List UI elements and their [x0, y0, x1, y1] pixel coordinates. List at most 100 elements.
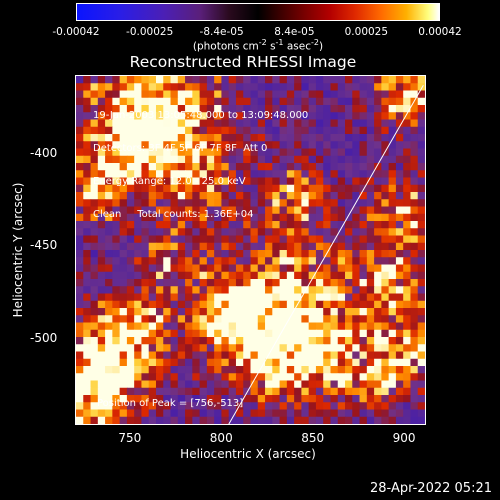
heatmap-cell	[243, 90, 252, 99]
heatmap-cell	[192, 337, 201, 345]
heatmap-cell	[185, 329, 193, 338]
heatmap-cell	[294, 148, 302, 157]
heatmap-cell	[192, 177, 201, 186]
heatmap-cell	[83, 141, 92, 150]
heatmap-cell	[90, 366, 99, 374]
heatmap-cell	[395, 250, 404, 258]
heatmap-cell	[410, 90, 419, 99]
heatmap-cell	[359, 83, 368, 92]
heatmap-cell	[185, 279, 193, 287]
heatmap-cell	[366, 315, 375, 324]
heatmap-cell	[214, 293, 223, 302]
heatmap-cell	[315, 286, 324, 295]
heatmap-cell	[388, 402, 397, 411]
heatmap-cell	[155, 402, 164, 411]
heatmap-cell	[286, 373, 295, 382]
heatmap-cell	[330, 271, 339, 280]
heatmap-cell	[206, 308, 215, 316]
heatmap-cell	[315, 184, 324, 193]
heatmap-cell	[97, 409, 106, 418]
heatmap-cell	[315, 337, 324, 345]
heatmap-cell	[119, 148, 128, 157]
heatmap-cell	[214, 119, 223, 128]
heatmap-cell	[330, 228, 339, 237]
heatmap-cell	[199, 112, 208, 121]
heatmap-cell	[265, 300, 273, 309]
heatmap-cell	[141, 250, 150, 258]
heatmap-cell	[155, 134, 164, 142]
heatmap-cell	[243, 177, 252, 186]
heatmap-cell	[76, 90, 84, 99]
heatmap-cell	[126, 351, 135, 360]
heatmap-cell	[265, 228, 273, 237]
heatmap-cell	[206, 177, 215, 186]
heatmap-cell	[170, 235, 179, 244]
heatmap-cell	[345, 76, 353, 84]
heatmap-cell	[97, 358, 106, 367]
heatmap-cell	[366, 322, 375, 331]
heatmap-cell	[134, 112, 143, 121]
heatmap-cell	[359, 119, 368, 128]
heatmap-cell	[76, 409, 84, 418]
heatmap-cell	[279, 134, 288, 142]
heatmap-cell	[272, 221, 281, 229]
heatmap-cell	[83, 387, 92, 396]
heatmap-cell	[272, 366, 281, 374]
heatmap-cell	[155, 90, 164, 99]
heatmap-cell	[374, 242, 382, 251]
heatmap-cell	[352, 344, 361, 353]
heatmap-cell	[337, 119, 346, 128]
heatmap-cell	[272, 271, 281, 280]
heatmap-cell	[294, 293, 302, 302]
heatmap-cell	[323, 409, 332, 418]
heatmap-cell	[243, 97, 252, 106]
heatmap-cell	[90, 279, 99, 287]
heatmap-cell	[330, 112, 339, 121]
heatmap-cell	[374, 213, 382, 222]
heatmap-cell	[366, 97, 375, 106]
heatmap-cell	[243, 373, 252, 382]
heatmap-cell	[155, 308, 164, 316]
heatmap-cell	[90, 126, 99, 135]
heatmap-cell	[83, 257, 92, 266]
heatmap-cell	[83, 315, 92, 324]
heatmap-cell	[119, 300, 128, 309]
heatmap-cell	[83, 83, 92, 92]
heatmap-cell	[301, 329, 310, 338]
heatmap-cell	[163, 199, 172, 208]
heatmap-cell	[199, 126, 208, 135]
heatmap-cell	[272, 76, 281, 84]
heatmap-cell	[337, 366, 346, 374]
heatmap-cell	[192, 206, 201, 215]
heatmap-cell	[315, 141, 324, 150]
heatmap-cell	[76, 380, 84, 389]
heatmap-cell	[417, 76, 425, 84]
heatmap-cell	[185, 271, 193, 280]
heatmap-cell	[221, 358, 230, 367]
heatmap-cell	[177, 358, 186, 367]
heatmap-cell	[83, 213, 92, 222]
heatmap-cell	[177, 126, 186, 135]
heatmap-cell	[134, 380, 143, 389]
heatmap-cell	[250, 293, 259, 302]
heatmap-cell	[83, 380, 92, 389]
heatmap-cell	[374, 257, 382, 266]
heatmap-cell	[199, 213, 208, 222]
heatmap-cell	[192, 141, 201, 150]
heatmap-cell	[199, 250, 208, 258]
heatmap-cell	[337, 192, 346, 200]
heatmap-cell	[243, 192, 252, 200]
heatmap-cell	[206, 402, 215, 411]
heatmap-cell	[221, 387, 230, 396]
heatmap-cell	[308, 416, 317, 424]
heatmap-cell	[352, 264, 361, 273]
heatmap-cell	[155, 416, 164, 424]
heatmap-cell	[381, 337, 390, 345]
heatmap-cell	[417, 358, 425, 367]
heatmap-cell	[345, 177, 353, 186]
heatmap-cell	[163, 308, 172, 316]
heatmap-cell	[395, 373, 404, 382]
heatmap-cell	[185, 380, 193, 389]
heatmap-cell	[345, 402, 353, 411]
heatmap-cell	[185, 184, 193, 193]
